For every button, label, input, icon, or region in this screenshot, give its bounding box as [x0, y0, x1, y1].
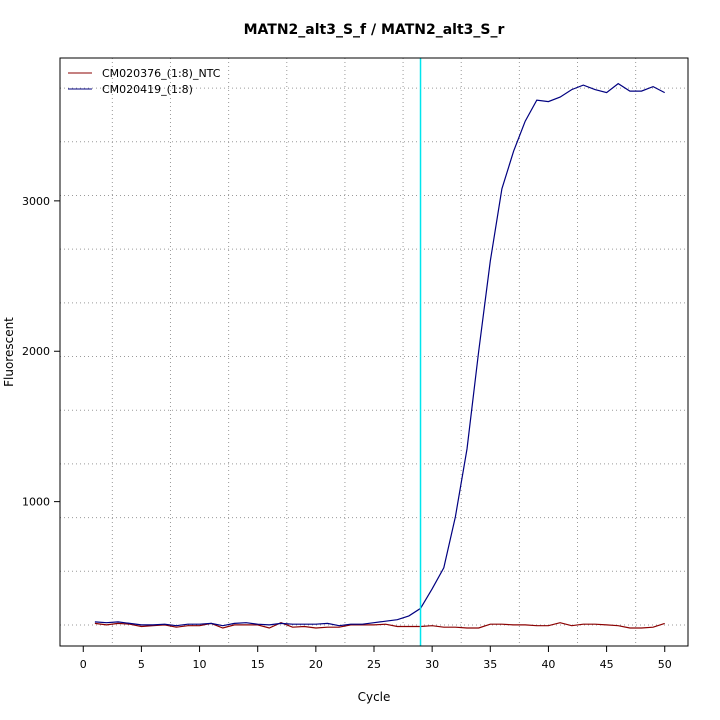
- x-tick-label: 5: [138, 658, 145, 671]
- y-tick-label: 3000: [22, 195, 50, 208]
- x-tick-label: 10: [193, 658, 207, 671]
- series-line-cm020376: [94, 622, 665, 629]
- x-tick-label: 0: [80, 658, 87, 671]
- y-tick-label: 2000: [22, 345, 50, 358]
- x-tick-label: 20: [309, 658, 323, 671]
- x-axis-label: Cycle: [358, 690, 391, 704]
- series-layer: [94, 82, 665, 629]
- x-axis: 0 5 10 15 20 25 30 35 40 45 50: [80, 646, 672, 671]
- x-tick-label: 45: [600, 658, 614, 671]
- x-tick-label: 25: [367, 658, 381, 671]
- x-tick-label: 40: [541, 658, 555, 671]
- x-tick-label: 35: [483, 658, 497, 671]
- x-tick-label: 30: [425, 658, 439, 671]
- legend-label-cm020419: CM020419_(1:8): [102, 83, 193, 96]
- y-axis: 1000 2000 3000: [22, 195, 60, 509]
- x-tick-label: 15: [251, 658, 265, 671]
- y-axis-label: Fluorescent: [2, 317, 16, 387]
- y-tick-label: 1000: [22, 496, 50, 509]
- x-tick-label: 50: [658, 658, 672, 671]
- legend-label-cm020376: CM020376_(1:8)_NTC: [102, 67, 221, 80]
- legend: CM020376_(1:8)_NTC CM020419_(1:8): [68, 67, 221, 96]
- chart-title: MATN2_alt3_S_f / MATN2_alt3_S_r: [244, 22, 505, 38]
- series-line-cm020419: [94, 82, 665, 627]
